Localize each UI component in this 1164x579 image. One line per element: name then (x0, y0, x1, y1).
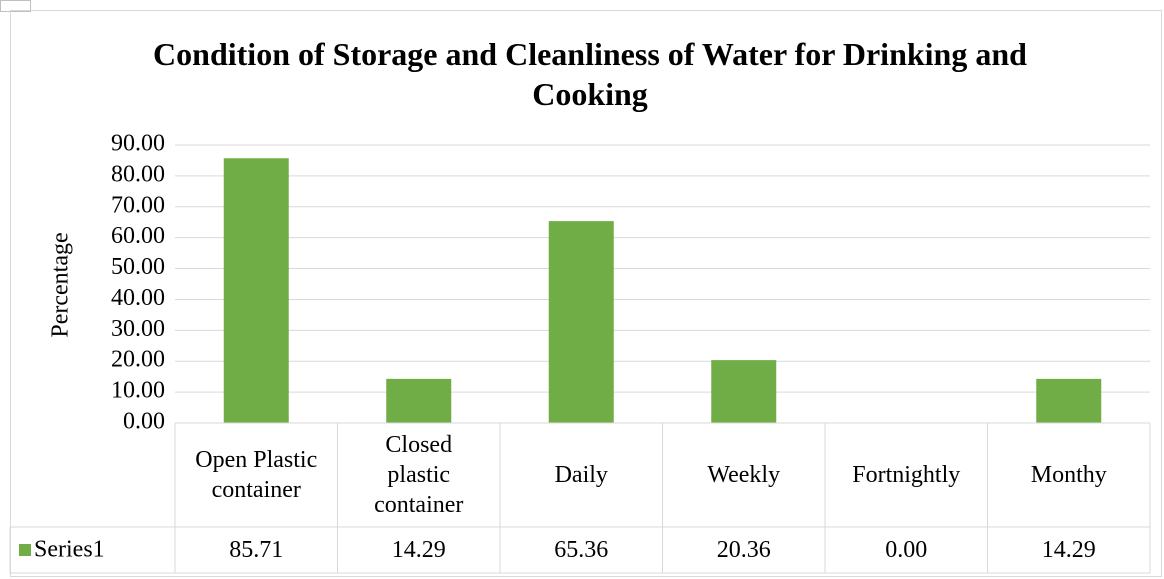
bar (386, 378, 452, 423)
y-tick-label: 30.00 (111, 316, 165, 342)
category-cell: Daily (554, 462, 608, 488)
bar (1036, 378, 1102, 423)
y-tick-label: 60.00 (111, 223, 165, 249)
value-cell: 85.71 (229, 537, 284, 563)
y-tick-label: 20.00 (111, 347, 165, 373)
bar (223, 158, 289, 423)
y-tick-label: 0.00 (123, 409, 165, 435)
value-cell: 0.00 (885, 537, 928, 563)
chart-border (10, 10, 1162, 577)
y-tick-label: 40.00 (111, 285, 165, 311)
corner-box (0, 0, 31, 12)
bar (711, 360, 777, 423)
y-tick-label: 50.00 (111, 254, 165, 280)
chart-title: Condition of Storage and Cleanliness of … (153, 36, 1027, 112)
y-tick-label: 10.00 (111, 378, 165, 404)
y-tick-label: 90.00 (111, 131, 165, 157)
category-cell: Weekly (707, 462, 781, 488)
category-cell: Open Plastic container (195, 447, 318, 503)
value-cell: 14.29 (391, 537, 446, 563)
legend-key (19, 544, 31, 556)
legend-label: Series1 (34, 537, 105, 563)
y-axis-label: Percentage (48, 232, 74, 337)
value-cell: 20.36 (716, 537, 771, 563)
y-tick-label: 70.00 (111, 192, 165, 218)
category-cell: Closed plastic container (374, 432, 464, 518)
value-cell: 65.36 (554, 537, 609, 563)
category-cell: Monthy (1030, 462, 1107, 488)
y-tick-label: 80.00 (111, 161, 165, 187)
value-cell: 14.29 (1041, 537, 1096, 563)
category-cell: Fortnightly (852, 462, 961, 488)
bar (548, 221, 614, 423)
